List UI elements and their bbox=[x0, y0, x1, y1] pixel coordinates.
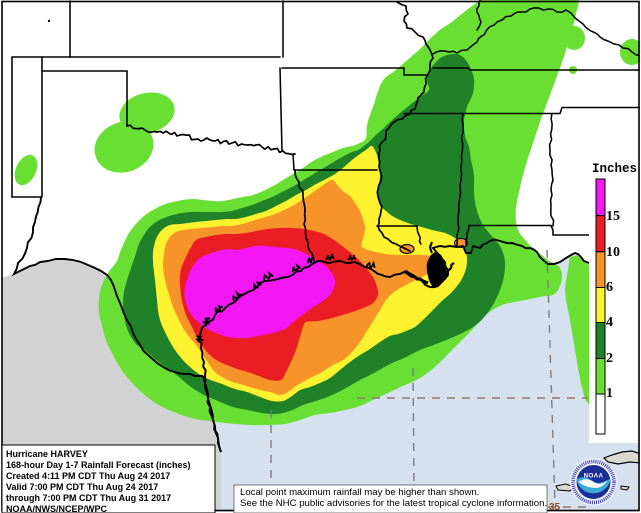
svg-text:2: 2 bbox=[606, 351, 613, 366]
svg-text:10: 10 bbox=[606, 245, 620, 260]
svg-text:Valid 7:00 PM CDT Thu Aug 24 2: Valid 7:00 PM CDT Thu Aug 24 2017 bbox=[6, 482, 158, 492]
svg-text:NOAA/NWS/NCEP/WPC: NOAA/NWS/NCEP/WPC bbox=[6, 504, 108, 513]
svg-text:4: 4 bbox=[606, 315, 613, 330]
svg-text:35: 35 bbox=[549, 502, 561, 513]
svg-text:1: 1 bbox=[606, 386, 613, 401]
svg-text:Inches: Inches bbox=[592, 162, 637, 176]
svg-text:6: 6 bbox=[606, 280, 613, 295]
svg-text:Created 4:11 PM CDT Thu Aug 24: Created 4:11 PM CDT Thu Aug 24 2017 bbox=[6, 471, 170, 481]
svg-text:See the NHC public advisories: See the NHC public advisories for the la… bbox=[240, 498, 547, 509]
svg-text:15: 15 bbox=[606, 209, 620, 224]
svg-text:NOAA: NOAA bbox=[584, 473, 604, 480]
svg-text:Hurricane HARVEY: Hurricane HARVEY bbox=[6, 449, 88, 459]
svg-text:through 7:00 PM CDT Thu Aug 31: through 7:00 PM CDT Thu Aug 31 2017 bbox=[6, 493, 171, 503]
svg-text:168-hour Day 1-7 Rainfall Fore: 168-hour Day 1-7 Rainfall Forecast (inch… bbox=[6, 460, 191, 470]
svg-text:Local point maximum rainfall m: Local point maximum rainfall may be high… bbox=[240, 487, 479, 498]
